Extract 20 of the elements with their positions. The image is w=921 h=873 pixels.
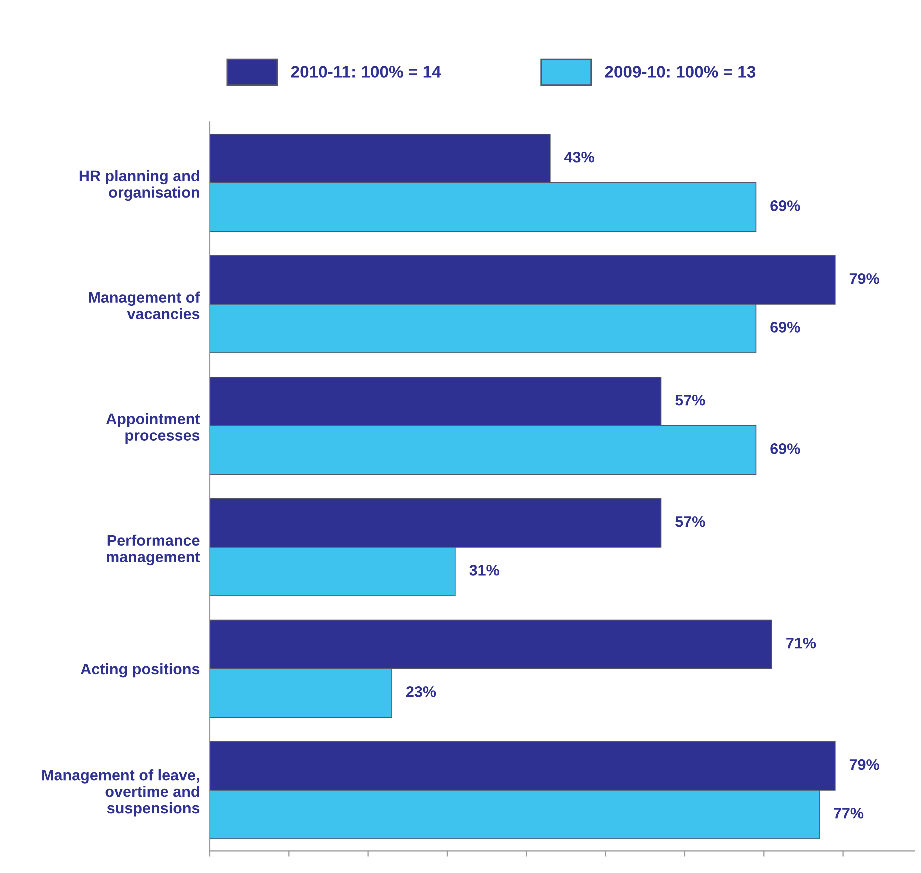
y-tick-label: Acting positions xyxy=(80,663,200,678)
legend-label: 2010-11: 100% = 14 xyxy=(291,66,442,78)
data-label: 69% xyxy=(770,322,800,333)
y-tick-label: Appointment processes xyxy=(106,413,200,444)
data-label: 23% xyxy=(406,686,436,698)
data-label: 69% xyxy=(770,444,800,454)
data-label: 57% xyxy=(676,516,706,528)
data-label: 69% xyxy=(770,200,800,212)
y-tick-label: Management of leave, overtime and suspensions xyxy=(42,770,200,817)
legend-label: 2009-10: 100% = 13 xyxy=(605,66,756,78)
data-label: 71% xyxy=(786,638,816,649)
y-tick-label: Performance management xyxy=(107,534,200,566)
data-label: 79% xyxy=(850,273,880,284)
data-label: 31% xyxy=(470,565,500,576)
data-label: 43% xyxy=(564,152,594,163)
data-label: 77% xyxy=(834,808,864,819)
data-label: 79% xyxy=(850,759,880,770)
y-tick-label: Management of vacancies xyxy=(89,292,200,320)
y-tick-label: HR planning and organisation xyxy=(80,170,200,202)
data-label: 57% xyxy=(676,394,706,406)
